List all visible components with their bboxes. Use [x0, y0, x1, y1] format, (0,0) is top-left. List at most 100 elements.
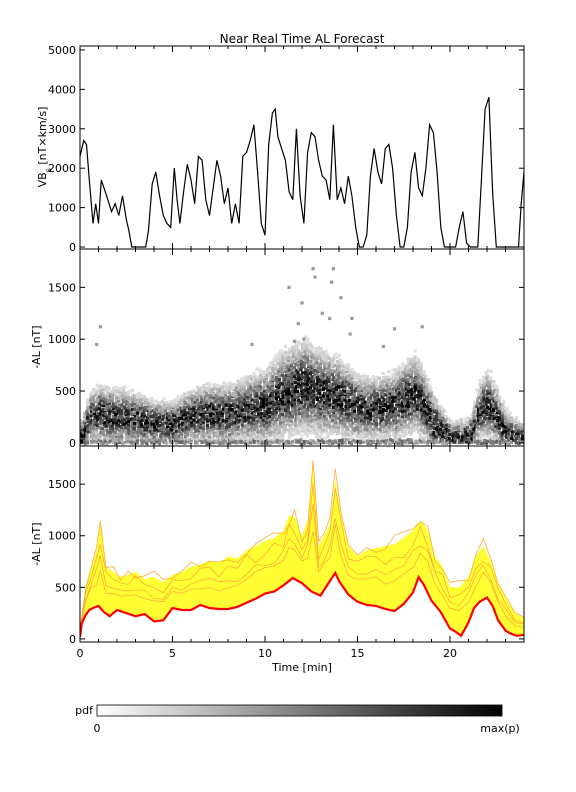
- pdf-cell: [296, 400, 300, 404]
- pdf-cell: [155, 422, 159, 426]
- pdf-cell: [299, 368, 303, 372]
- pdf-cell: [82, 436, 86, 440]
- pdf-cell: [296, 348, 300, 352]
- pdf-cell: [381, 435, 386, 439]
- pdf-cell: [86, 402, 90, 406]
- pdf-cell: [503, 416, 507, 420]
- pdf-cell: [517, 422, 521, 426]
- pdf-cell: [224, 402, 228, 406]
- pdf-cell: [234, 427, 238, 432]
- pdf-cell: [134, 397, 138, 402]
- pdf-cell: [280, 366, 285, 370]
- pdf-cell: [381, 389, 385, 393]
- pdf-cell: [143, 399, 147, 403]
- pdf-cell: [117, 418, 121, 422]
- pdf-cell: [269, 361, 273, 366]
- pdf-cell: [162, 397, 166, 401]
- pdf-cell: [306, 424, 310, 428]
- pdf-cell: [260, 398, 264, 402]
- pdf-cell: [121, 400, 125, 404]
- pdf-cell: [323, 401, 327, 405]
- pdf-cell: [318, 385, 322, 389]
- pdf-cell: [309, 422, 313, 426]
- pdf-cell: [489, 379, 493, 383]
- pdf-cell: [335, 356, 339, 360]
- pdf-cell: [101, 384, 105, 389]
- pdf-cell: [99, 388, 103, 392]
- pdf-cell: [495, 391, 499, 395]
- pdf-cell: [482, 386, 486, 390]
- pdf-cell: [300, 355, 304, 359]
- pdf-cell: [111, 393, 115, 397]
- pdf-cell: [297, 379, 301, 383]
- pdf-cell: [422, 398, 426, 402]
- pdf-cell: [328, 388, 332, 392]
- pdf-cell: [243, 438, 248, 442]
- pdf-cell: [278, 439, 282, 443]
- pdf-cell: [419, 361, 423, 366]
- pdf-cell: [492, 429, 496, 433]
- pdf-cell: [494, 425, 498, 429]
- pdf-cell: [252, 416, 256, 420]
- pdf-cell: [290, 441, 294, 445]
- pdf-cell: [473, 405, 477, 409]
- pdf-cell: [310, 348, 314, 352]
- pdf-cell: [401, 376, 405, 381]
- vbs-ytick-label: 2000: [48, 162, 76, 175]
- pdf-cell: [369, 436, 373, 440]
- pdf-cell: [192, 437, 196, 441]
- pdf-cell: [300, 425, 304, 429]
- pdf-cell: [275, 384, 279, 388]
- pdf-cell: [440, 434, 445, 438]
- pdf-cell: [181, 421, 185, 425]
- pdf-cell: [195, 391, 199, 395]
- pdf-cell: [264, 418, 268, 422]
- pdf-cell: [195, 415, 199, 419]
- pdf-cell: [479, 429, 483, 433]
- pdf-cell: [415, 380, 419, 384]
- pdf-cell: [460, 436, 465, 441]
- pdf-cell: [266, 370, 270, 374]
- pdf-cell: [425, 395, 429, 399]
- vbs-ytick-label: 1000: [48, 202, 76, 215]
- pdf-cell: [505, 429, 509, 433]
- pdf-cell: [350, 386, 354, 390]
- pdf-cell: [347, 389, 351, 393]
- pdf-cell: [107, 401, 111, 406]
- pdf-cell: [143, 423, 147, 427]
- pdf-cell: [315, 441, 320, 445]
- pdf-cell: [310, 354, 314, 358]
- pdf-cell: [243, 397, 247, 401]
- pdf-cell: [199, 436, 203, 441]
- pdf-cell: [403, 400, 407, 404]
- pdf-cell: [231, 393, 235, 397]
- pdf-cell: [297, 393, 301, 397]
- pdf-cell: [313, 346, 317, 351]
- pdf-cell: [365, 375, 370, 379]
- pdf-cell: [329, 429, 333, 434]
- pdf-cell: [401, 400, 405, 404]
- pdf-cell: [360, 413, 364, 417]
- pdf-cell: [387, 381, 391, 385]
- pdf-cell: [296, 418, 300, 422]
- pdf-cell: [422, 409, 426, 413]
- pdf-cell: [406, 379, 410, 384]
- pdf-cell: [410, 381, 415, 385]
- pdf-cell: [413, 409, 417, 413]
- pdf-cell: [238, 418, 242, 423]
- pdf-cell: [173, 423, 177, 428]
- pdf-cell: [387, 370, 391, 374]
- pdf-cell: [215, 391, 219, 395]
- pdf-cell: [504, 418, 508, 422]
- pdf-cell: [367, 400, 371, 404]
- pdf-cell: [309, 360, 313, 364]
- pdf-cell: [330, 441, 335, 445]
- pdf-cell: [228, 419, 232, 423]
- pdf-cell: [228, 427, 232, 431]
- pdf-cell: [313, 362, 317, 366]
- pdf-cell: [404, 404, 408, 408]
- pdf-cell: [413, 349, 417, 353]
- pdf-cell: [419, 405, 423, 409]
- pdf-cell: [117, 389, 121, 393]
- pdf-cell: [379, 424, 383, 428]
